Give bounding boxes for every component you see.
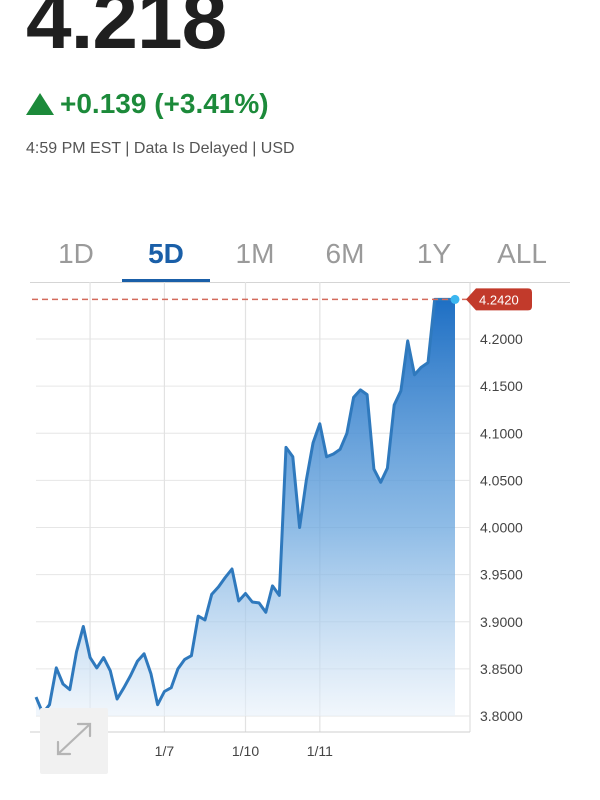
last-price-badge-shape	[466, 288, 532, 311]
price-chart: 3.8000 3.8500 3.9000 3.9500 4.0000 4.0500 4.10…	[30, 282, 532, 759]
meta-separator: |	[120, 140, 134, 157]
x-tick-label: 1/11	[307, 743, 333, 759]
tab-1d[interactable]: 1D	[58, 238, 94, 269]
y-tick-label: 3.8000	[480, 708, 523, 724]
expand-chart-button[interactable]	[40, 708, 108, 774]
y-tick-label: 3.9000	[480, 614, 523, 630]
last-price-badge-label: 4.2420	[479, 292, 519, 307]
tab-all[interactable]: ALL	[497, 238, 547, 269]
y-tick-label: 4.1000	[480, 425, 523, 441]
price-change: +0.139 (+3.41%)	[26, 88, 269, 120]
price-change-value: +0.139 (+3.41%)	[60, 88, 269, 119]
quote-time: 4:59 PM EST	[26, 140, 121, 157]
quote-meta: 4:59 PM EST | Data Is Delayed | USD	[26, 140, 295, 158]
x-tick-label: 1/7	[155, 743, 175, 759]
currency: USD	[260, 140, 295, 157]
last-price: 4.218	[26, 0, 227, 66]
tab-1y[interactable]: 1Y	[416, 238, 452, 269]
tab-6m[interactable]: 6M	[325, 238, 365, 269]
y-tick-label: 4.0500	[480, 472, 523, 488]
meta-separator: |	[247, 140, 261, 157]
last-price-dot	[450, 294, 460, 304]
price-line	[34, 297, 455, 715]
x-tick-label: 1/10	[232, 743, 259, 759]
tab-5d[interactable]: 5D	[148, 238, 184, 269]
last-price-badge: 4.2420	[466, 288, 532, 311]
y-tick-label: 4.2000	[480, 331, 523, 347]
up-arrow-icon	[26, 93, 54, 115]
y-tick-label: 4.0000	[480, 520, 523, 536]
data-delayed-note: Data Is Delayed	[133, 140, 248, 157]
price-area	[36, 299, 455, 716]
y-tick-label: 3.8500	[480, 661, 523, 677]
tab-1m[interactable]: 1M	[235, 238, 275, 269]
range-tabs: 1D 5D 1M 6M 1Y ALL	[30, 232, 570, 283]
y-tick-label: 4.1500	[480, 378, 523, 394]
expand-arrows-icon	[56, 722, 92, 756]
active-tab-indicator	[122, 279, 210, 282]
y-tick-label: 3.9500	[480, 567, 523, 583]
